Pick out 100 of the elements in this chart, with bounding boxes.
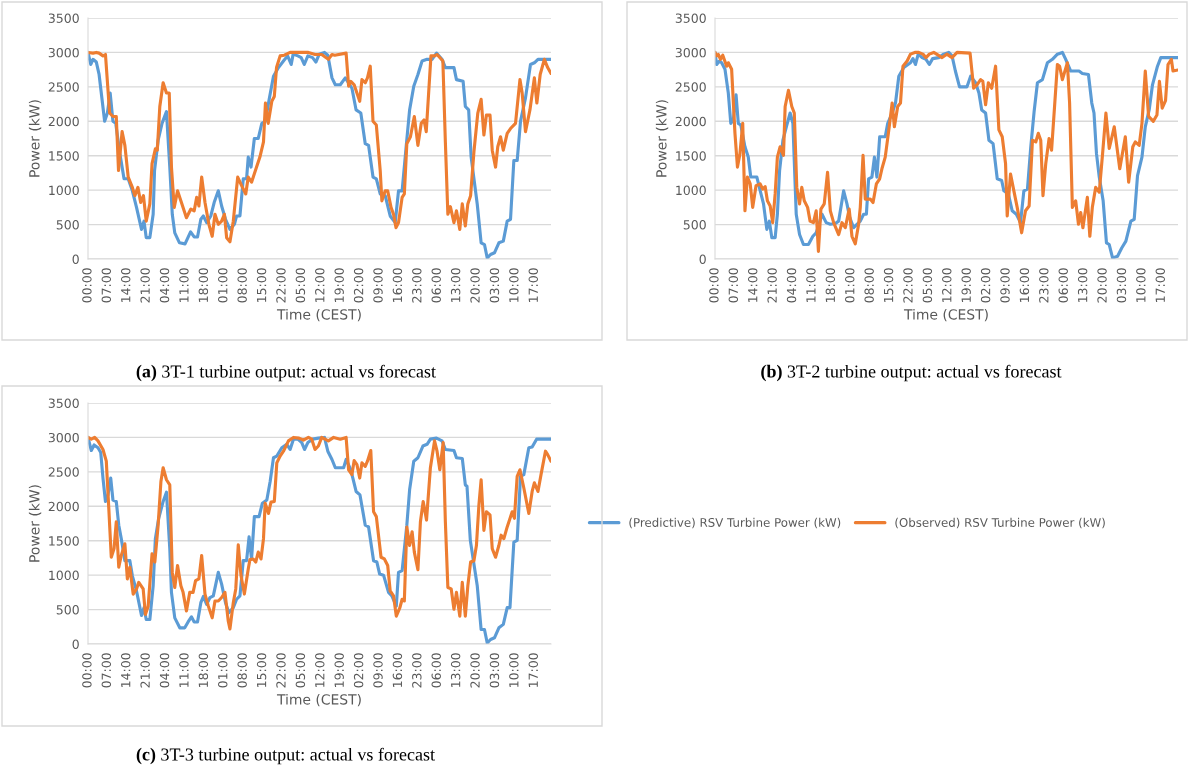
x-tick-label: 00:00 bbox=[82, 653, 92, 688]
x-tick-label: 15:00 bbox=[256, 268, 267, 302]
y-tick-label: 2500 bbox=[48, 467, 79, 477]
x-axis-title: Time (CEST) bbox=[276, 693, 361, 707]
x-tick-label: 05:00 bbox=[295, 268, 306, 303]
x-tick-label: 09:00 bbox=[373, 268, 383, 303]
x-tick-label: 09:00 bbox=[373, 653, 383, 688]
y-tick-label: 3500 bbox=[675, 13, 706, 23]
y-axis-title: Power (kW) bbox=[655, 100, 669, 177]
x-tick-label: 07:00 bbox=[101, 268, 112, 303]
y-axis-title: Power (kW) bbox=[28, 100, 42, 177]
x-tick-label: 02:00 bbox=[353, 653, 364, 688]
x-tick-label: 10:00 bbox=[509, 653, 519, 687]
x-tick-label: 21:00 bbox=[140, 653, 150, 688]
x-tick-label: 19:00 bbox=[334, 268, 344, 302]
x-tick-label: 04:00 bbox=[159, 268, 170, 303]
x-tick-label: 11:00 bbox=[179, 268, 189, 302]
x-tick-label: 04:00 bbox=[159, 653, 170, 688]
x-tick-label: 23:00 bbox=[412, 653, 422, 688]
y-tick-label: 500 bbox=[56, 605, 79, 615]
legend-label: (Observed) RSV Turbine Power (kW) bbox=[895, 517, 1105, 529]
x-tick-label: 13:00 bbox=[450, 268, 461, 302]
x-tick-label: 07:00 bbox=[101, 653, 112, 688]
text: (c) 3T-3 turbine output: actual vs forecast bbox=[136, 747, 435, 765]
x-tick-label: 14:00 bbox=[120, 268, 131, 302]
x-tick-label: 15:00 bbox=[256, 653, 267, 687]
x-tick-label: 02:00 bbox=[353, 268, 364, 303]
x-tick-label: 06:00 bbox=[431, 268, 441, 303]
x-tick-label: 17:00 bbox=[528, 268, 538, 302]
x-tick-label: 01:00 bbox=[218, 268, 228, 303]
y-tick-label: 500 bbox=[683, 220, 706, 230]
legend-label: (Predictive) RSV Turbine Power (kW) bbox=[629, 517, 841, 529]
x-tick-label: 19:00 bbox=[961, 268, 971, 302]
x-tick-label: 05:00 bbox=[922, 268, 933, 303]
y-tick-label: 2000 bbox=[48, 116, 79, 127]
x-tick-label: 12:00 bbox=[315, 268, 325, 302]
x-tick-label: 11:00 bbox=[179, 653, 189, 687]
x-tick-label: 14:00 bbox=[747, 268, 758, 302]
x-tick-label: 10:00 bbox=[509, 268, 519, 302]
x-tick-label: 23:00 bbox=[1039, 268, 1049, 303]
x-tick-label: 08:00 bbox=[237, 268, 247, 303]
x-tick-label: 16:00 bbox=[1019, 268, 1030, 302]
x-tick-label: 01:00 bbox=[218, 653, 228, 688]
y-tick-label: 500 bbox=[56, 220, 79, 230]
x-tick-label: 03:00 bbox=[489, 653, 500, 688]
y-tick-label: 3000 bbox=[48, 47, 79, 58]
x-tick-label: 10:00 bbox=[1136, 268, 1146, 302]
x-axis-title: Time (CEST) bbox=[276, 308, 361, 322]
x-tick-label: 00:00 bbox=[82, 268, 92, 303]
x-tick-label: 13:00 bbox=[450, 653, 461, 687]
x-tick-label: 01:00 bbox=[845, 268, 855, 303]
x-tick-label: 17:00 bbox=[528, 653, 538, 687]
x-tick-label: 14:00 bbox=[120, 653, 131, 687]
y-tick-label: 1000 bbox=[49, 570, 79, 581]
x-tick-label: 18:00 bbox=[198, 653, 209, 687]
x-tick-label: 20:00 bbox=[470, 653, 480, 688]
y-tick-label: 3000 bbox=[48, 432, 79, 443]
y-tick-label: 2000 bbox=[675, 116, 706, 127]
x-tick-label: 20:00 bbox=[470, 268, 480, 303]
x-tick-label: 03:00 bbox=[489, 268, 500, 303]
x-tick-label: 22:00 bbox=[903, 268, 913, 303]
x-tick-label: 00:00 bbox=[709, 268, 719, 303]
x-tick-label: 12:00 bbox=[315, 653, 325, 687]
x-tick-label: 08:00 bbox=[864, 268, 874, 303]
x-tick-label: 06:00 bbox=[1058, 268, 1068, 303]
x-tick-label: 15:00 bbox=[883, 268, 894, 302]
x-tick-label: 06:00 bbox=[431, 653, 441, 688]
y-tick-label: 1500 bbox=[49, 536, 79, 546]
x-tick-label: 23:00 bbox=[412, 268, 422, 303]
x-tick-label: 21:00 bbox=[767, 268, 777, 303]
y-tick-label: 3500 bbox=[48, 13, 79, 23]
x-axis-title: Time (CEST) bbox=[903, 308, 988, 322]
x-tick-label: 05:00 bbox=[295, 653, 306, 688]
y-tick-label: 3000 bbox=[675, 47, 706, 58]
y-tick-label: 2500 bbox=[675, 82, 706, 92]
x-tick-label: 16:00 bbox=[392, 268, 403, 302]
text: (a) 3T-1 turbine output: actual vs forecast bbox=[136, 364, 436, 382]
x-tick-label: 22:00 bbox=[276, 268, 286, 303]
x-tick-label: 09:00 bbox=[1000, 268, 1010, 303]
x-tick-label: 17:00 bbox=[1155, 268, 1165, 302]
x-tick-label: 02:00 bbox=[980, 268, 991, 303]
x-tick-label: 13:00 bbox=[1077, 268, 1088, 302]
y-tick-label: 1000 bbox=[49, 185, 79, 196]
y-tick-label: 2500 bbox=[48, 82, 79, 92]
y-tick-label: 0 bbox=[72, 639, 79, 649]
text: (b) 3T-2 turbine output: actual vs forecast bbox=[761, 364, 1062, 382]
x-tick-label: 12:00 bbox=[942, 268, 952, 302]
x-tick-label: 03:00 bbox=[1116, 268, 1127, 303]
y-tick-label: 2000 bbox=[48, 501, 79, 512]
y-tick-label: 3500 bbox=[48, 398, 79, 408]
x-tick-label: 21:00 bbox=[140, 268, 150, 303]
y-tick-label: 1500 bbox=[676, 151, 706, 161]
x-tick-label: 07:00 bbox=[728, 268, 739, 303]
x-tick-label: 16:00 bbox=[392, 653, 403, 687]
x-tick-label: 18:00 bbox=[198, 268, 209, 302]
y-tick-label: 1000 bbox=[676, 185, 706, 196]
y-tick-label: 1500 bbox=[49, 151, 79, 161]
y-axis-title: Power (kW) bbox=[28, 485, 42, 562]
y-tick-label: 0 bbox=[72, 254, 79, 264]
x-tick-label: 19:00 bbox=[334, 653, 344, 687]
